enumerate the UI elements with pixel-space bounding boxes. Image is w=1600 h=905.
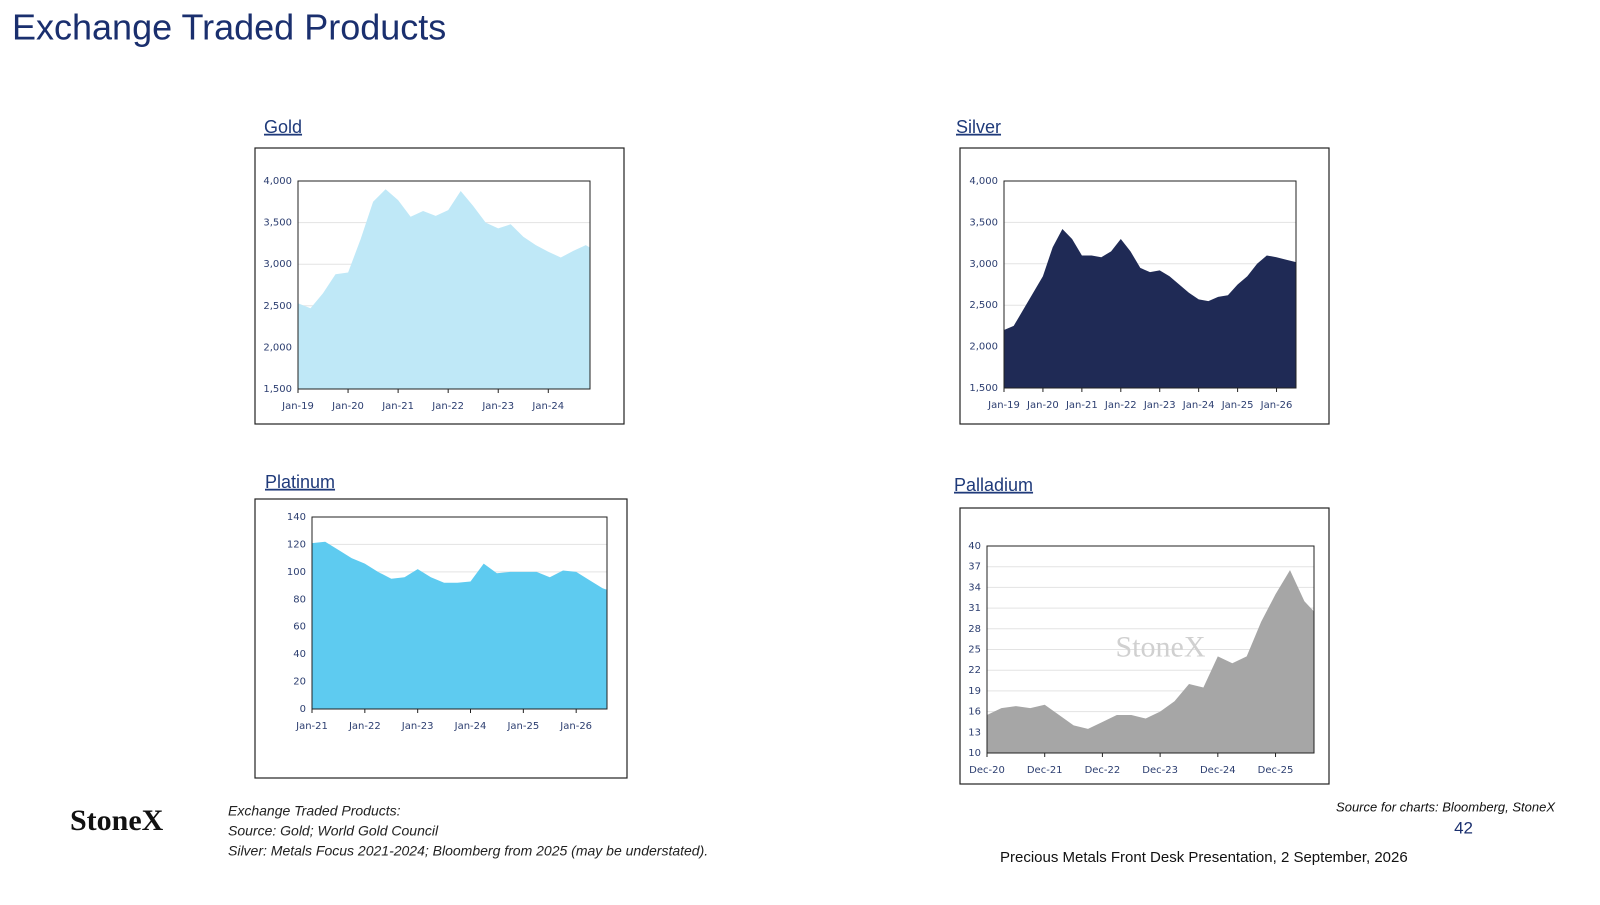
y-tick-label: 10 [968, 748, 981, 759]
x-tick-label: Dec-24 [1200, 765, 1236, 776]
y-tick-label: 28 [968, 624, 981, 635]
x-tick-label: Jan-26 [1260, 400, 1293, 411]
x-tick-label: Jan-24 [1182, 400, 1215, 411]
x-tick-label: Jan-22 [348, 721, 381, 732]
presentation-name: Precious Metals Front Desk Presentation,… [1000, 849, 1408, 866]
area [1004, 229, 1296, 388]
y-tick-label: 3,500 [263, 218, 292, 229]
source: Source for charts: Bloomberg, StoneX [1336, 799, 1556, 814]
y-tick-label: 2,000 [969, 342, 998, 353]
chart-title: Silver [956, 117, 1001, 137]
area [312, 541, 607, 709]
y-tick-label: 4,000 [263, 176, 292, 187]
y-tick-label: 31 [968, 603, 981, 614]
area [987, 570, 1314, 753]
y-tick-label: 100 [287, 567, 306, 578]
y-tick-label: 0 [300, 704, 306, 715]
y-tick-label: 120 [287, 539, 306, 550]
x-tick-label: Jan-22 [431, 401, 464, 412]
x-tick-label: Jan-26 [559, 721, 592, 732]
x-tick-label: Jan-24 [531, 401, 564, 412]
x-tick-label: Dec-20 [969, 765, 1005, 776]
y-tick-label: 140 [287, 512, 306, 523]
plot-border [1003, 180, 1297, 389]
y-tick-label: 60 [293, 622, 306, 633]
x-tick-label: Dec-25 [1258, 765, 1294, 776]
x-tick-label: Jan-20 [331, 401, 364, 412]
x-tick-label: Jan-21 [295, 721, 328, 732]
y-tick-label: 1,500 [263, 384, 292, 395]
note: Exchange Traded Products: [228, 803, 401, 819]
y-tick-label: 34 [968, 582, 981, 593]
page-number: 42 [1454, 818, 1473, 837]
y-tick-label: 2,500 [263, 301, 292, 312]
y-tick-label: 20 [293, 677, 306, 688]
x-tick-label: Jan-19 [987, 400, 1020, 411]
x-tick-label: Jan-21 [381, 401, 414, 412]
x-tick-label: Jan-22 [1104, 400, 1137, 411]
area [298, 189, 590, 389]
y-tick-label: 19 [968, 686, 981, 697]
y-tick-label: 3,000 [969, 259, 998, 270]
y-tick-label: 2,500 [969, 300, 998, 311]
x-tick-label: Jan-21 [1065, 400, 1098, 411]
y-tick-label: 16 [968, 707, 981, 718]
x-tick-label: Jan-19 [281, 401, 314, 412]
y-tick-label: 37 [968, 562, 981, 573]
chart-title: Gold [264, 117, 302, 137]
y-tick-label: 2,000 [263, 342, 292, 353]
y-tick-label: 40 [968, 541, 981, 552]
y-tick-label: 3,500 [969, 217, 998, 228]
plot-border [297, 180, 591, 390]
y-tick-label: 4,000 [969, 176, 998, 187]
x-tick-label: Jan-23 [1143, 400, 1176, 411]
x-tick-label: Dec-23 [1142, 765, 1178, 776]
y-tick-label: 1,500 [969, 383, 998, 394]
note: Source: Gold; World Gold Council [228, 823, 439, 839]
chart-title: Palladium [954, 475, 1033, 495]
slide-title: Exchange Traded Products [12, 7, 446, 48]
watermark: StoneX [1116, 630, 1206, 663]
x-tick-label: Jan-25 [1221, 400, 1254, 411]
x-tick-label: Jan-24 [454, 721, 487, 732]
x-tick-label: Jan-20 [1026, 400, 1059, 411]
plot-border [311, 516, 608, 710]
chart-title: Platinum [265, 472, 335, 492]
y-tick-label: 40 [293, 649, 306, 660]
x-tick-label: Jan-23 [481, 401, 514, 412]
y-tick-label: 13 [968, 727, 981, 738]
x-tick-label: Dec-22 [1085, 765, 1121, 776]
x-tick-label: Dec-21 [1027, 765, 1063, 776]
y-tick-label: 80 [293, 594, 306, 605]
x-tick-label: Jan-25 [506, 721, 539, 732]
logo: StoneX [70, 804, 164, 837]
plot-border [986, 545, 1315, 754]
y-tick-label: 25 [968, 645, 981, 656]
y-tick-label: 22 [968, 665, 981, 676]
x-tick-label: Jan-23 [401, 721, 434, 732]
note: Silver: Metals Focus 2021-2024; Bloomber… [228, 843, 708, 859]
y-tick-label: 3,000 [263, 259, 292, 270]
